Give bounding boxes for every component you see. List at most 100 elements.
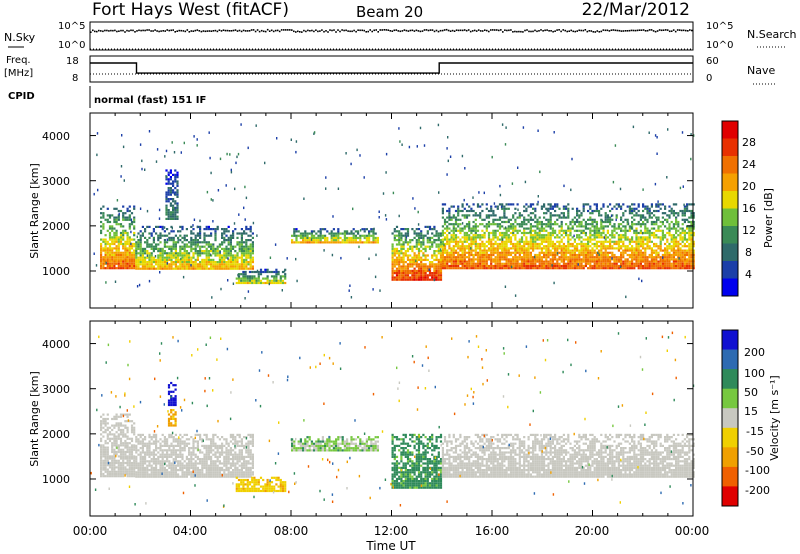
power-cell — [306, 234, 309, 237]
power-cell — [395, 234, 399, 237]
power-cell — [529, 227, 532, 230]
power-cell — [593, 260, 596, 263]
power-cell — [284, 268, 287, 271]
power-speckle — [220, 287, 222, 291]
power-cell — [172, 191, 175, 194]
power-cell — [406, 267, 410, 270]
power-cell — [481, 253, 484, 257]
power-cell — [653, 251, 656, 254]
power-cell — [179, 250, 182, 253]
power-cell — [352, 232, 355, 235]
nsky-point — [349, 30, 351, 33]
power-cell — [157, 239, 160, 242]
power-cell — [122, 229, 125, 232]
power-cell — [474, 249, 477, 252]
power-cell — [302, 234, 305, 237]
power-cell — [509, 225, 513, 228]
nsky-point — [486, 29, 488, 32]
power-cell — [234, 254, 237, 257]
power-cell — [628, 225, 631, 228]
power-cell — [600, 220, 603, 224]
power-cell — [554, 245, 557, 248]
power-cell — [501, 258, 504, 261]
nsky-point — [359, 29, 361, 32]
power-cell — [503, 212, 506, 215]
power-cell — [635, 245, 638, 248]
power-cell — [655, 260, 658, 263]
power-cell — [346, 241, 349, 244]
power-cell — [225, 247, 228, 250]
power-cell — [179, 252, 182, 255]
power-cell — [299, 236, 302, 240]
power-cell — [435, 239, 438, 242]
power-cell — [249, 267, 252, 270]
power-cell — [556, 264, 559, 268]
power-cell — [668, 223, 671, 226]
power-cell — [167, 198, 170, 201]
power-cell — [346, 239, 349, 242]
power-cell — [595, 253, 598, 257]
power-cell — [494, 231, 497, 235]
power-cell — [644, 218, 647, 221]
power-cell — [424, 247, 427, 250]
power-cell — [457, 223, 460, 226]
power-cell — [232, 245, 235, 248]
power-cell — [133, 216, 136, 219]
power-cell — [221, 241, 224, 244]
power-cell — [194, 247, 197, 250]
power-cell — [666, 214, 669, 217]
power-cell — [527, 220, 530, 224]
power-cell — [481, 251, 484, 254]
power-cell — [543, 240, 546, 243]
power-cell — [688, 220, 691, 224]
power-cell — [448, 218, 451, 221]
power-cell — [604, 249, 607, 252]
power-cell — [152, 261, 155, 264]
power-cell — [354, 241, 357, 244]
power-cell — [166, 258, 169, 261]
power-cell — [525, 247, 528, 250]
power-cell — [165, 191, 168, 194]
power-cell — [567, 212, 570, 215]
nsky-point — [425, 29, 428, 31]
power-speckle — [244, 297, 246, 300]
power-cell — [536, 203, 539, 206]
power-cell — [646, 267, 649, 270]
power-cell — [133, 231, 136, 235]
power-cell — [474, 223, 477, 226]
power-cell — [402, 267, 405, 270]
power-speckle — [632, 125, 635, 129]
power-cell — [525, 264, 528, 268]
power-speckle — [233, 222, 236, 225]
power-cell — [620, 256, 623, 259]
power-cell — [580, 258, 583, 261]
power-cell — [468, 227, 471, 230]
power-cell — [562, 214, 565, 217]
power-cell — [124, 249, 127, 252]
power-cell — [620, 227, 623, 230]
power-speckle — [146, 254, 149, 257]
power-cell — [692, 253, 695, 257]
nsky-point — [190, 30, 193, 32]
power-cell — [454, 234, 458, 237]
power-cell — [602, 260, 605, 263]
power-cell — [523, 234, 526, 237]
power-cell — [357, 236, 360, 240]
power-cell — [174, 254, 177, 257]
power-cell — [119, 231, 123, 235]
power-cell — [556, 262, 559, 265]
power-cell — [174, 173, 177, 176]
power-cell — [393, 276, 396, 279]
power-cell — [549, 216, 552, 219]
power-cell — [569, 245, 572, 248]
power-cell — [163, 263, 166, 266]
velocity-cell — [113, 464, 116, 467]
power-cell — [452, 236, 455, 239]
nsky-point — [226, 29, 229, 32]
power-cell — [167, 211, 170, 214]
power-cell — [368, 230, 371, 233]
power-speckle — [238, 213, 240, 216]
power-cell — [615, 216, 618, 219]
power-cell — [168, 239, 171, 242]
power-cell — [398, 241, 401, 244]
